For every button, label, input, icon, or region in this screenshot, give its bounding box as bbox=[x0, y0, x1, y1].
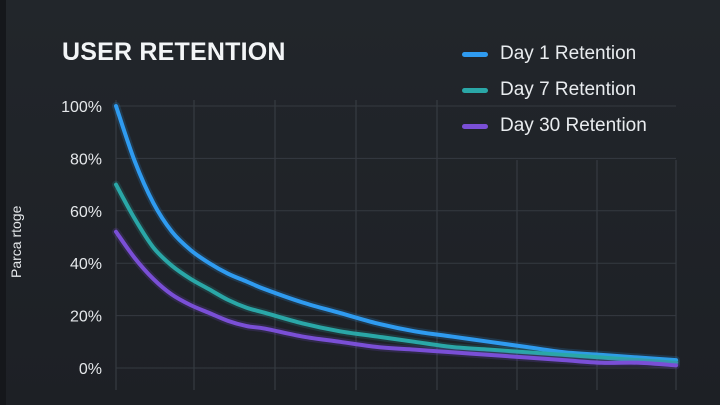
y-tick-label: 60% bbox=[70, 204, 102, 221]
legend-swatch-day-30 bbox=[462, 123, 488, 129]
series-line-3 bbox=[114, 229, 678, 368]
y-tick-label: 0% bbox=[79, 361, 102, 378]
legend-label-day-7: Day 7 Retention bbox=[500, 79, 637, 100]
y-tick-label: 40% bbox=[70, 256, 102, 273]
legend-item-day-30: Day 30 Retention bbox=[462, 108, 647, 144]
window-edge bbox=[0, 0, 6, 405]
legend-label-day-1: Day 1 Retention bbox=[500, 43, 637, 64]
chart-title: USER RETENTION bbox=[62, 38, 286, 66]
legend-swatch-day-1 bbox=[462, 51, 488, 57]
y-tick-label: 80% bbox=[70, 151, 102, 168]
legend-label-day-30: Day 30 Retention bbox=[500, 115, 647, 136]
y-tick-label: 100% bbox=[61, 99, 102, 116]
series-line-1 bbox=[114, 104, 678, 363]
series-line-2 bbox=[114, 182, 678, 365]
chart-legend: Day 1 Retention Day 7 Retention Day 30 R… bbox=[462, 36, 647, 144]
legend-swatch-day-7 bbox=[462, 87, 488, 93]
legend-item-day-7: Day 7 Retention bbox=[462, 72, 647, 108]
series-glow-1 bbox=[112, 102, 680, 365]
y-tick-label: 20% bbox=[70, 309, 102, 326]
series-glow-3 bbox=[112, 227, 680, 370]
legend-item-day-1: Day 1 Retention bbox=[462, 36, 647, 72]
series-glow-2 bbox=[112, 180, 680, 367]
